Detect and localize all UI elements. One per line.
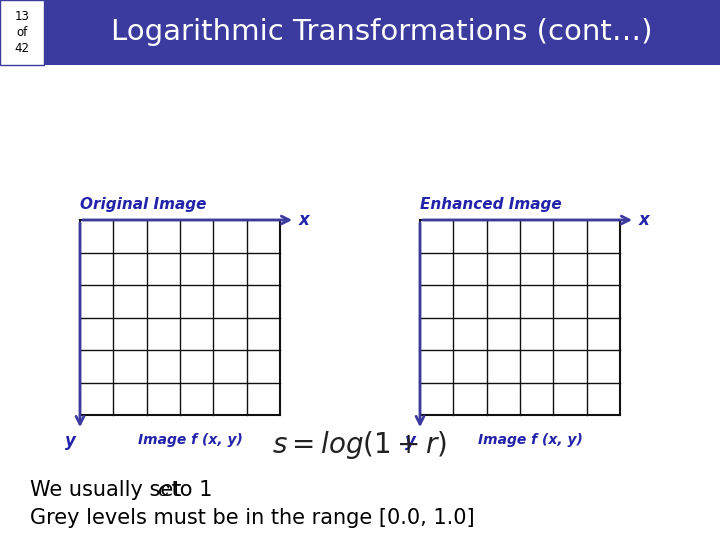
Text: We usually set: We usually set: [30, 480, 188, 500]
Text: Logarithmic Transformations (cont…): Logarithmic Transformations (cont…): [112, 18, 653, 46]
Text: to 1: to 1: [165, 480, 212, 500]
Text: x: x: [639, 211, 649, 229]
Text: Original Image: Original Image: [80, 197, 207, 212]
Text: x: x: [299, 211, 310, 229]
Bar: [420, 220, 620, 415]
Text: $s = log(1 + r)$: $s = log(1 + r)$: [272, 429, 448, 461]
Text: Image f (x, y): Image f (x, y): [138, 433, 243, 447]
Bar: [80, 220, 280, 415]
Bar: [0, 0, 44, 65]
Text: c: c: [157, 481, 168, 500]
Text: y: y: [405, 432, 416, 450]
Text: Image f (x, y): Image f (x, y): [477, 433, 582, 447]
Text: Grey levels must be in the range [0.0, 1.0]: Grey levels must be in the range [0.0, 1…: [30, 508, 474, 528]
Text: Enhanced Image: Enhanced Image: [420, 197, 562, 212]
Text: 13
of
42: 13 of 42: [14, 10, 30, 55]
Text: y: y: [65, 432, 76, 450]
Bar: [0, 0, 720, 65]
